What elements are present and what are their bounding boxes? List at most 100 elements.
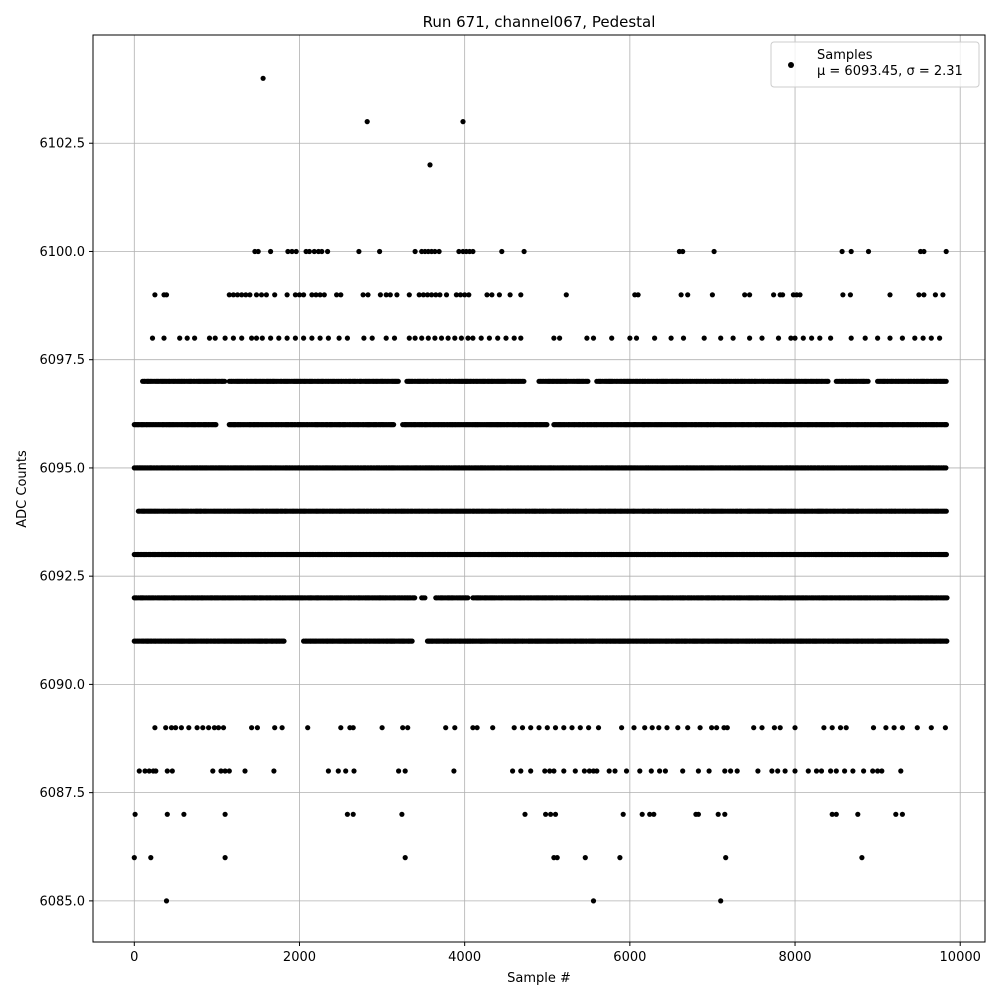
- data-point: [161, 335, 167, 341]
- data-point: [377, 248, 383, 255]
- data-point: [489, 292, 495, 298]
- data-point: [891, 725, 897, 731]
- data-point: [499, 248, 505, 255]
- data-point: [582, 855, 588, 861]
- data-point: [136, 768, 142, 774]
- data-point: [452, 725, 458, 731]
- data-point: [220, 725, 227, 731]
- data-point: [572, 768, 578, 774]
- data-point: [387, 292, 393, 298]
- data-point: [436, 248, 442, 255]
- data-point: [351, 768, 357, 774]
- data-point: [943, 465, 949, 471]
- data-point: [685, 292, 691, 298]
- data-point: [338, 725, 344, 731]
- data-point: [319, 248, 325, 255]
- data-point: [792, 335, 798, 341]
- data-point: [747, 335, 753, 341]
- data-point: [422, 595, 428, 601]
- data-point: [942, 725, 949, 731]
- data-point: [825, 378, 831, 384]
- data-point: [678, 292, 684, 298]
- data-point: [522, 811, 528, 817]
- data-point: [862, 335, 868, 341]
- data-point: [394, 292, 400, 298]
- data-point: [255, 248, 261, 255]
- data-point: [361, 335, 367, 341]
- data-point: [364, 119, 370, 125]
- data-point: [780, 292, 786, 298]
- data-point: [518, 335, 524, 341]
- data-point: [595, 725, 602, 731]
- data-point: [402, 768, 408, 774]
- data-point: [797, 292, 803, 298]
- data-point: [338, 292, 344, 298]
- data-point: [619, 725, 625, 731]
- data-point: [406, 292, 412, 298]
- x-axis-label: Sample #: [507, 971, 571, 986]
- data-point: [898, 768, 904, 774]
- data-point: [478, 335, 484, 341]
- data-point: [507, 292, 513, 298]
- data-point: [833, 768, 839, 774]
- data-point: [230, 335, 236, 341]
- data-point: [412, 595, 418, 601]
- data-point: [829, 725, 835, 731]
- data-point: [921, 292, 927, 298]
- data-point: [921, 248, 927, 255]
- data-point: [258, 292, 265, 298]
- data-point: [590, 898, 597, 904]
- data-point: [186, 725, 192, 731]
- data-point: [369, 335, 375, 341]
- data-point: [561, 725, 567, 731]
- data-point: [875, 335, 881, 341]
- data-point: [695, 811, 702, 817]
- x-tick-label: 0: [130, 950, 138, 965]
- data-point: [800, 335, 806, 341]
- data-point: [200, 725, 206, 731]
- data-point: [281, 638, 287, 644]
- data-point: [782, 768, 788, 774]
- data-point: [536, 725, 542, 731]
- data-point: [769, 768, 775, 774]
- data-point: [509, 768, 516, 774]
- data-point: [859, 855, 865, 861]
- data-point: [406, 335, 412, 341]
- data-point: [809, 335, 815, 341]
- data-point: [484, 292, 490, 298]
- data-point: [943, 422, 950, 428]
- data-point: [837, 725, 844, 731]
- data-point: [259, 335, 265, 341]
- legend-stats: μ = 6093.45, σ = 2.31: [817, 64, 963, 79]
- data-point: [470, 248, 476, 255]
- data-point: [828, 335, 834, 341]
- data-point: [445, 335, 451, 341]
- data-point: [350, 725, 356, 731]
- data-point: [839, 248, 845, 255]
- data-point: [495, 335, 501, 341]
- data-point: [775, 335, 782, 341]
- data-point: [551, 335, 557, 341]
- data-point: [742, 292, 748, 298]
- data-point: [412, 248, 418, 255]
- data-point: [242, 768, 248, 774]
- data-point: [451, 768, 457, 774]
- data-point: [163, 725, 169, 731]
- data-point: [222, 811, 228, 817]
- data-point: [443, 725, 449, 731]
- data-point: [865, 248, 872, 255]
- data-point: [301, 292, 307, 298]
- data-point: [928, 725, 934, 731]
- data-point: [914, 725, 920, 731]
- data-point: [271, 768, 277, 774]
- data-point: [350, 811, 356, 817]
- data-point: [383, 335, 389, 341]
- data-point: [152, 292, 158, 298]
- data-point: [842, 768, 848, 774]
- data-point: [222, 855, 228, 861]
- data-point: [775, 768, 781, 774]
- data-point: [249, 335, 255, 341]
- data-point: [254, 725, 260, 731]
- legend: Samples μ = 6093.45, σ = 2.31: [770, 41, 980, 88]
- data-point: [709, 725, 715, 731]
